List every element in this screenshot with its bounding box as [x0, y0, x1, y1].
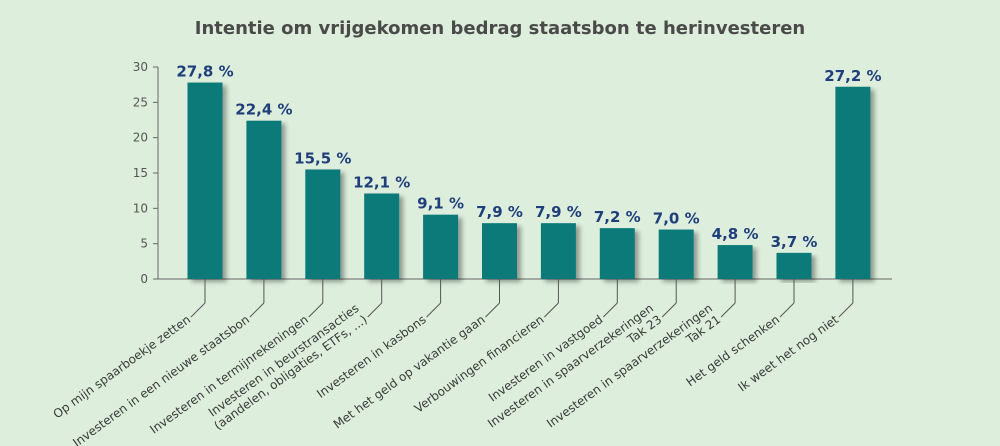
category-leader	[779, 302, 795, 318]
y-tick-label: 10	[133, 201, 148, 215]
data-label: 27,2 %	[824, 67, 881, 85]
bar	[776, 252, 812, 279]
bar	[482, 223, 517, 279]
data-label: 9,1 %	[417, 195, 464, 213]
data-label: 3,7 %	[771, 233, 818, 251]
bar	[540, 223, 576, 279]
data-label: 7,2 %	[594, 208, 641, 226]
data-label: 7,9 %	[535, 203, 582, 221]
bar	[305, 169, 341, 279]
bar	[187, 82, 223, 280]
category-leader	[544, 302, 559, 318]
data-label: 12,1 %	[353, 173, 410, 191]
data-label: 15,5 %	[294, 149, 351, 167]
y-tick-label: 20	[133, 131, 148, 145]
bars	[187, 82, 871, 280]
data-label: 7,0 %	[653, 210, 700, 228]
category-leader	[661, 302, 677, 318]
bar	[835, 86, 871, 279]
category-label: Investeren in beurstransacties	[206, 301, 362, 420]
bar	[658, 229, 694, 279]
category-leader	[249, 302, 265, 318]
data-label: 4,8 %	[712, 225, 759, 243]
bar	[246, 120, 282, 279]
y-tick-label: 15	[133, 166, 148, 180]
category-leader	[720, 302, 736, 318]
category-label-group: Ik weet het nog niet	[735, 312, 841, 394]
y-tick-label: 0	[140, 272, 148, 286]
category-leader	[308, 302, 324, 318]
chart-title: Intentie om vrijgekomen bedrag staatsbon…	[194, 18, 806, 39]
bar	[364, 193, 400, 279]
y-tick-label: 30	[133, 60, 148, 74]
data-labels: 27,8 % 22,4 % 15,5 %12,1 % 9,1 % 7,9 % 7,9 % 7…	[176, 63, 881, 251]
category-leader	[485, 302, 500, 318]
bar	[423, 214, 459, 279]
bar	[717, 245, 753, 279]
bar	[599, 228, 635, 279]
data-label: 22,4 %	[235, 101, 292, 119]
data-label: 27,8 %	[176, 63, 233, 81]
data-label: 7,9 %	[476, 203, 523, 221]
category-leader	[838, 302, 854, 318]
category-leader	[367, 302, 383, 318]
y-tick-label: 5	[140, 237, 148, 251]
category-leader	[426, 302, 441, 318]
category-leader	[190, 302, 206, 318]
y-tick-label: 25	[133, 95, 148, 109]
category-label: Ik weet het nog niet	[735, 312, 841, 394]
category-leader	[602, 302, 618, 318]
